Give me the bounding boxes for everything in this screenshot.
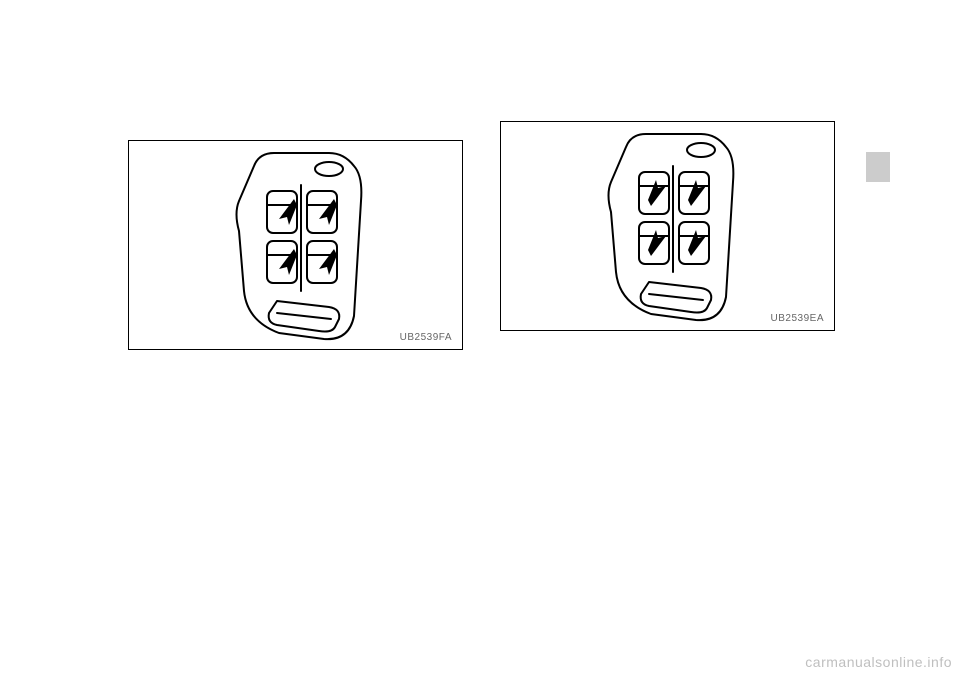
figure-left: UB2539FA (128, 140, 463, 350)
figure-right: UB2539EA (500, 121, 835, 331)
switch-panel-diagram-up (501, 122, 836, 332)
figure-left-label: UB2539FA (400, 332, 452, 343)
figure-right-label: UB2539EA (771, 313, 824, 324)
page-edge-tab (866, 152, 890, 182)
switch-panel-diagram-down (129, 141, 464, 351)
watermark-text: carmanualsonline.info (805, 654, 952, 670)
